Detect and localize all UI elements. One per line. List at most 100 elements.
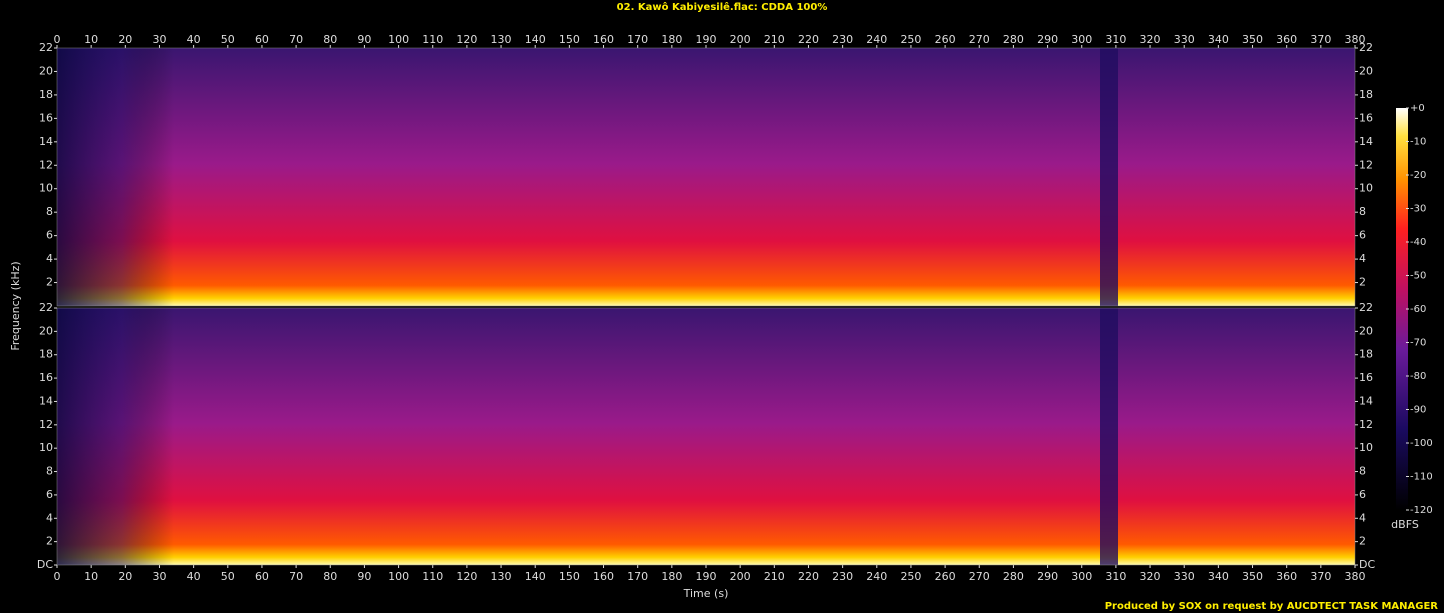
y-tick-label: 16 xyxy=(39,371,53,384)
x-tick-label: 320 xyxy=(1140,570,1161,583)
x-tick-label: 220 xyxy=(798,570,819,583)
colorbar-tick-label: -100 xyxy=(1410,438,1433,449)
y-tick-label: 4 xyxy=(1359,252,1366,265)
y-tick-label: 6 xyxy=(46,488,53,501)
x-tick-label: 150 xyxy=(559,33,580,46)
y-tick-label: 22 xyxy=(1359,301,1373,314)
colorbar-tick-label: -40 xyxy=(1410,237,1426,248)
colorbar-tick-label: -110 xyxy=(1410,472,1433,483)
y-tick-label: 10 xyxy=(1359,441,1373,454)
x-tick-label: 120 xyxy=(456,33,477,46)
y-tick-label: 20 xyxy=(39,324,53,337)
x-tick-label: 140 xyxy=(525,33,546,46)
x-tick-label: 50 xyxy=(221,570,235,583)
footer: Produced by SOX on request by AUCDTECT T… xyxy=(1105,601,1439,612)
y-tick-label: 4 xyxy=(1359,511,1366,524)
plot-frame xyxy=(56,307,1356,566)
colorbar-tick-label: -20 xyxy=(1410,170,1426,181)
x-tick-label: 360 xyxy=(1276,570,1297,583)
y-tick-label: 20 xyxy=(1359,324,1373,337)
x-tick-label: 250 xyxy=(900,33,921,46)
x-tick-label: 90 xyxy=(357,33,371,46)
x-tick-label: 60 xyxy=(255,33,269,46)
x-tick-label: 200 xyxy=(730,570,751,583)
x-tick-label: 380 xyxy=(1345,570,1366,583)
x-tick-label: 330 xyxy=(1174,570,1195,583)
x-tick-label: 310 xyxy=(1105,33,1126,46)
x-tick-label: 190 xyxy=(696,33,717,46)
x-tick-label: 210 xyxy=(764,570,785,583)
colorbar-tick-label: -30 xyxy=(1410,204,1426,215)
x-tick-label: 340 xyxy=(1208,33,1229,46)
x-tick-label: 50 xyxy=(221,33,235,46)
colorbar-tick-label: -50 xyxy=(1410,271,1426,282)
x-tick-label: 370 xyxy=(1310,33,1331,46)
y-tick-label: 22 xyxy=(1359,41,1373,54)
plot-frame xyxy=(56,47,1356,307)
y-tick-label: 12 xyxy=(1359,158,1373,171)
colorbar-tick-label: +0 xyxy=(1410,103,1425,114)
y-tick-label: 6 xyxy=(46,229,53,242)
x-tick-label: 110 xyxy=(422,570,443,583)
x-tick-label: 130 xyxy=(491,33,512,46)
x-tick-label: 240 xyxy=(866,33,887,46)
chart-title: 02. Kawô Kabiyesilê.flac: CDDA 100% xyxy=(617,1,828,13)
y-tick-label: 10 xyxy=(1359,182,1373,195)
x-tick-label: 80 xyxy=(323,33,337,46)
y-tick-label: 18 xyxy=(39,348,53,361)
y-tick-label: 2 xyxy=(46,535,53,548)
x-tick-label: 280 xyxy=(1003,570,1024,583)
colorbar-label: dBFS xyxy=(1391,518,1419,531)
x-tick-label: 90 xyxy=(357,570,371,583)
x-tick-label: 200 xyxy=(730,33,751,46)
y-tick-label: 6 xyxy=(1359,488,1366,501)
y-tick-label: 14 xyxy=(39,394,53,407)
y-axis-label: Frequency (kHz) xyxy=(9,261,22,350)
x-tick-label: 360 xyxy=(1276,33,1297,46)
x-tick-label: 30 xyxy=(152,33,166,46)
y-tick-label: 14 xyxy=(1359,394,1373,407)
y-tick-label: 14 xyxy=(39,135,53,148)
x-tick-label: 280 xyxy=(1003,33,1024,46)
y-tick-label: 18 xyxy=(1359,88,1373,101)
y-tick-label: 2 xyxy=(1359,535,1366,548)
x-tick-label: 0 xyxy=(54,33,61,46)
x-tick-label: 40 xyxy=(187,33,201,46)
colorbar-tick-label: -10 xyxy=(1410,137,1426,148)
y-tick-label: 18 xyxy=(1359,348,1373,361)
x-tick-label: 160 xyxy=(593,33,614,46)
x-tick-label: 260 xyxy=(935,33,956,46)
x-tick-label: 190 xyxy=(696,570,717,583)
x-tick-label: 30 xyxy=(152,570,166,583)
x-tick-label: 170 xyxy=(627,33,648,46)
y-tick-label: 8 xyxy=(46,465,53,478)
x-tick-label: 310 xyxy=(1105,570,1126,583)
colorbar-tick-label: -60 xyxy=(1410,304,1426,315)
y-tick-label: 16 xyxy=(39,111,53,124)
colorbar-tick-label: -70 xyxy=(1410,338,1426,349)
y-tick-label: 14 xyxy=(1359,135,1373,148)
x-tick-label: 170 xyxy=(627,570,648,583)
y-tick-label: 18 xyxy=(39,88,53,101)
y-tick-label: 6 xyxy=(1359,229,1366,242)
x-tick-label: 260 xyxy=(935,570,956,583)
x-tick-label: 160 xyxy=(593,570,614,583)
y-tick-label: 20 xyxy=(39,64,53,77)
x-axis-label: Time (s) xyxy=(683,587,729,600)
y-tick-label: 12 xyxy=(39,418,53,431)
colorbar-tick-label: -90 xyxy=(1410,405,1426,416)
y-tick-label: 20 xyxy=(1359,64,1373,77)
y-tick-label: 2 xyxy=(1359,276,1366,289)
y-tick-label: 8 xyxy=(46,205,53,218)
x-tick-label: 120 xyxy=(456,570,477,583)
x-tick-label: 180 xyxy=(661,33,682,46)
x-tick-label: 290 xyxy=(1037,33,1058,46)
x-tick-label: 0 xyxy=(54,570,61,583)
x-tick-label: 10 xyxy=(84,33,98,46)
spectrogram-image xyxy=(57,48,1355,565)
x-tick-label: 270 xyxy=(969,33,990,46)
y-tick-label: 12 xyxy=(39,158,53,171)
x-tick-label: 220 xyxy=(798,33,819,46)
x-tick-label: 230 xyxy=(832,33,853,46)
